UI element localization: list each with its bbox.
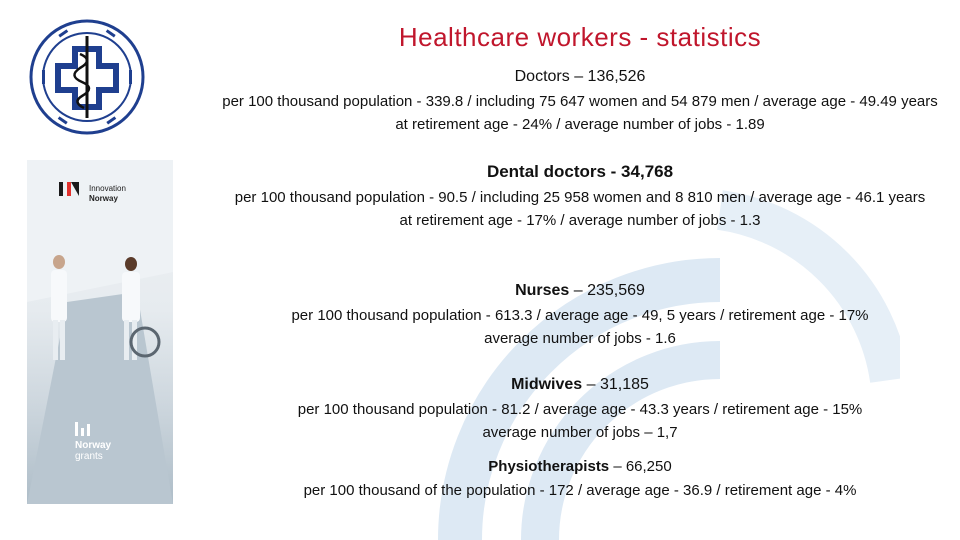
- doctors-section: Doctors – 136,526 per 100 thousand popul…: [220, 68, 940, 136]
- nurses-line2: average number of jobs - 1.6: [484, 330, 676, 347]
- innovation-norway-label: Innovation Norway: [89, 184, 126, 203]
- physio-line1: per 100 thousand of the population - 172…: [303, 482, 857, 499]
- norway-grants-label: Norway grants: [75, 440, 112, 462]
- sidebar-photo: Innovation Norway Norway grants: [27, 152, 173, 504]
- federation-logo: [29, 19, 145, 135]
- midwives-section: Midwives – 31,185 per 100 thousand popul…: [250, 376, 910, 444]
- nurses-heading: Nurses – 235,569: [250, 282, 910, 300]
- dental-line1: per 100 thousand population - 90.5 / inc…: [234, 189, 926, 206]
- nurses-section: Nurses – 235,569 per 100 thousand popula…: [250, 282, 910, 350]
- doctors-heading: Doctors – 136,526: [514, 68, 646, 85]
- physio-section: Physiotherapists – 66,250 per 100 thousa…: [250, 458, 910, 502]
- midwives-line1: per 100 thousand population - 81.2 / ave…: [297, 401, 863, 418]
- midwives-label: Midwives: [511, 376, 583, 393]
- nurses-label: Nurses: [515, 282, 570, 299]
- hospital-corridor-image: [27, 152, 173, 504]
- dental-line2: at retirement age - 17% / average number…: [399, 212, 761, 229]
- dental-section: Dental doctors - 34,768 per 100 thousand…: [220, 162, 940, 232]
- midwives-value: – 31,185: [582, 376, 649, 393]
- dental-heading: Dental doctors - 34,768: [486, 162, 674, 181]
- physio-heading: Physiotherapists – 66,250: [250, 458, 910, 475]
- physio-label: Physiotherapists: [488, 458, 610, 475]
- nurses-line1: per 100 thousand population - 613.3 / av…: [291, 307, 869, 324]
- physio-value: – 66,250: [609, 458, 672, 475]
- midwives-heading: Midwives – 31,185: [250, 376, 910, 394]
- watermark-graphic: [438, 190, 900, 540]
- doctors-line1: per 100 thousand population - 339.8 / in…: [222, 93, 938, 110]
- page-title: Healthcare workers - statistics: [398, 22, 762, 52]
- midwives-line2: average number of jobs – 1,7: [482, 424, 678, 441]
- doctors-line2: at retirement age - 24% / average number…: [395, 116, 765, 133]
- nurses-value: – 235,569: [569, 282, 645, 299]
